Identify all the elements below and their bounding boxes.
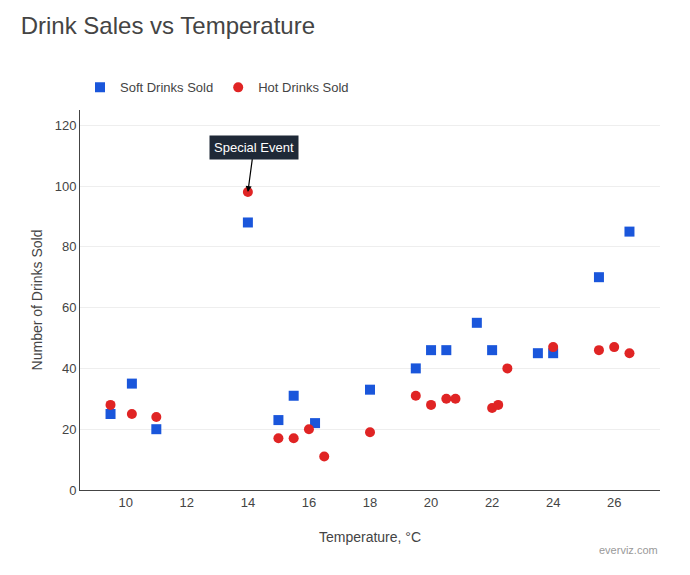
svg-text:12: 12 — [180, 495, 194, 510]
svg-text:100: 100 — [55, 179, 77, 194]
svg-text:14: 14 — [241, 495, 255, 510]
svg-text:120: 120 — [55, 118, 77, 133]
svg-text:Temperature, °C: Temperature, °C — [319, 529, 421, 545]
svg-text:80: 80 — [62, 239, 76, 254]
svg-text:0: 0 — [69, 483, 76, 498]
svg-text:20: 20 — [62, 422, 76, 437]
svg-text:10: 10 — [119, 495, 133, 510]
svg-text:everviz.com: everviz.com — [599, 544, 658, 556]
svg-text:Hot Drinks Sold: Hot Drinks Sold — [258, 80, 348, 95]
svg-text:26: 26 — [607, 495, 621, 510]
svg-text:Soft Drinks Sold: Soft Drinks Sold — [120, 80, 213, 95]
svg-text:24: 24 — [546, 495, 560, 510]
svg-text:18: 18 — [363, 495, 377, 510]
svg-text:Number of Drinks Sold: Number of Drinks Sold — [29, 230, 45, 371]
svg-text:22: 22 — [485, 495, 499, 510]
svg-text:Special Event: Special Event — [214, 140, 294, 155]
svg-text:40: 40 — [62, 361, 76, 376]
svg-text:16: 16 — [302, 495, 316, 510]
svg-text:20: 20 — [424, 495, 438, 510]
svg-text:Drink Sales vs Temperature: Drink Sales vs Temperature — [21, 12, 315, 39]
svg-text:60: 60 — [62, 300, 76, 315]
